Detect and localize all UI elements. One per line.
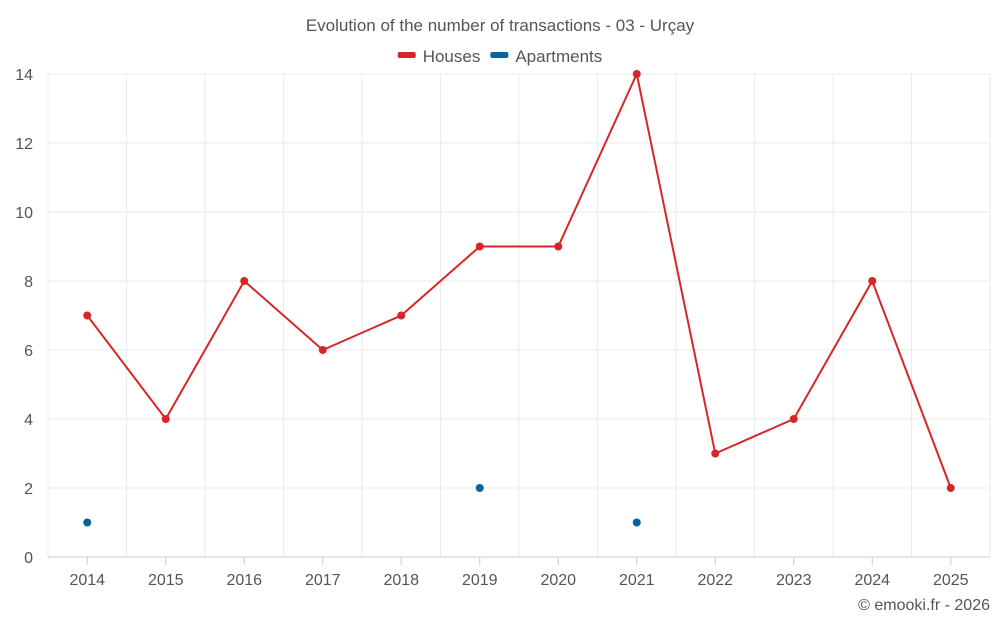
series-layer bbox=[83, 70, 955, 527]
data-point-houses[interactable] bbox=[318, 346, 327, 354]
data-point-apartments[interactable] bbox=[475, 484, 484, 492]
x-tick-label: 2014 bbox=[69, 572, 105, 589]
series-line-houses bbox=[86, 70, 952, 489]
y-tick-label: 4 bbox=[24, 412, 33, 429]
x-tick-label: 2024 bbox=[854, 572, 890, 589]
axes: 0 2 4 6 8 10 12 14 2014 2015 2016 2017 2018 2019 2020 2… bbox=[15, 67, 990, 589]
x-tick-label: 2016 bbox=[226, 572, 262, 589]
y-tick-label: 12 bbox=[15, 136, 33, 153]
gridlines bbox=[47, 73, 991, 557]
y-tick-label: 8 bbox=[24, 274, 33, 291]
x-tick-label: 2025 bbox=[933, 572, 969, 589]
x-tick-label: 2021 bbox=[619, 572, 655, 589]
credit-text: © emooki.fr - 2026 bbox=[858, 597, 990, 614]
data-point-houses[interactable] bbox=[161, 415, 170, 423]
legend-item-houses[interactable]: Houses bbox=[397, 47, 481, 66]
y-tick-label: 2 bbox=[24, 481, 33, 498]
y-tick-label: 14 bbox=[15, 67, 33, 84]
x-tick-label: 2023 bbox=[776, 572, 812, 589]
legend-swatch bbox=[490, 52, 509, 58]
data-point-houses[interactable] bbox=[711, 449, 720, 458]
x-tick-label: 2015 bbox=[148, 572, 184, 589]
x-tick-label: 2018 bbox=[383, 572, 419, 589]
data-point-houses[interactable] bbox=[240, 277, 249, 285]
chart-title: Evolution of the number of transactions … bbox=[306, 16, 695, 35]
y-tick-label: 0 bbox=[24, 550, 33, 567]
legend: Houses Apartments bbox=[397, 47, 602, 66]
data-point-houses[interactable] bbox=[946, 484, 955, 492]
y-tick-label: 6 bbox=[24, 343, 33, 360]
legend-item-apartments[interactable]: Apartments bbox=[490, 47, 602, 66]
series-apartments bbox=[83, 484, 641, 527]
x-tick-label: 2019 bbox=[462, 572, 498, 589]
legend-label: Houses bbox=[423, 47, 481, 66]
data-point-houses[interactable] bbox=[789, 415, 798, 423]
data-point-houses[interactable] bbox=[554, 242, 563, 251]
data-point-houses[interactable] bbox=[632, 70, 641, 78]
legend-label: Apartments bbox=[515, 47, 602, 66]
data-point-houses[interactable] bbox=[83, 311, 92, 320]
data-point-houses[interactable] bbox=[868, 277, 877, 285]
data-point-apartments[interactable] bbox=[632, 518, 641, 527]
series-houses bbox=[83, 70, 955, 492]
data-point-houses[interactable] bbox=[397, 311, 406, 320]
data-point-apartments[interactable] bbox=[83, 518, 92, 527]
legend-swatch bbox=[397, 52, 416, 58]
x-tick-label: 2022 bbox=[697, 572, 733, 589]
data-point-houses[interactable] bbox=[475, 242, 484, 251]
x-tick-label: 2017 bbox=[305, 572, 341, 589]
x-tick-label: 2020 bbox=[540, 572, 576, 589]
y-tick-label: 10 bbox=[15, 205, 33, 222]
